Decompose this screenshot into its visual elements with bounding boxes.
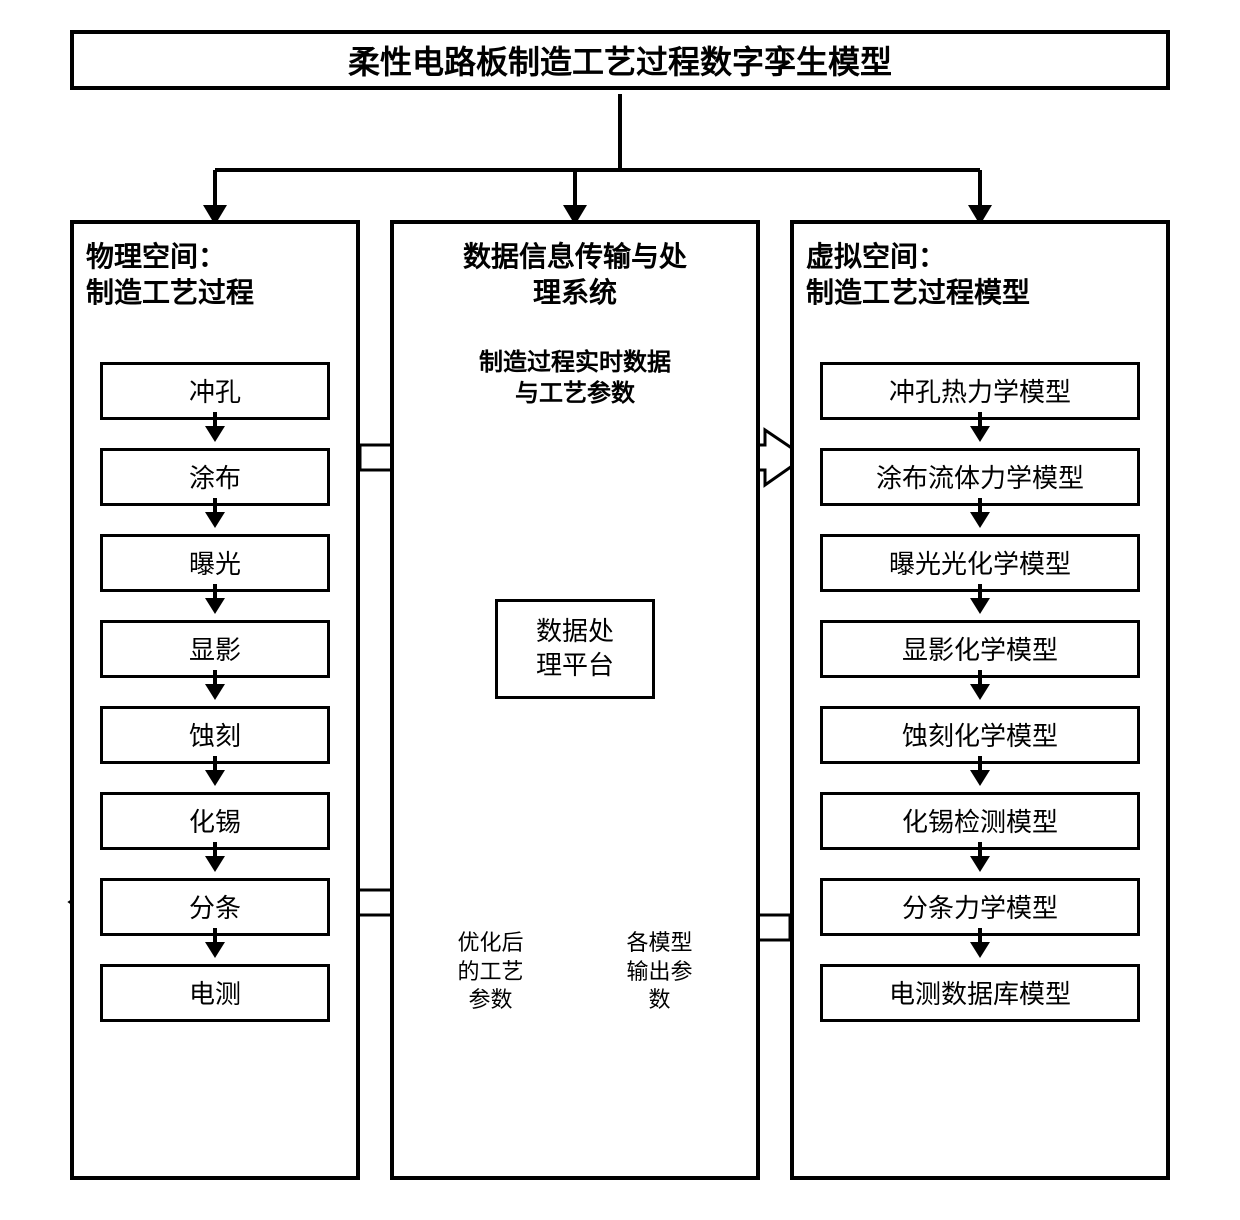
header-line: 虚拟空间： [806, 239, 1154, 275]
arrow-down-icon [205, 770, 225, 786]
right-items-flow: 冲孔热力学模型 涂布流体力学模型 曝光光化学模型 显影化学模型 蚀刻化学模型 化… [806, 362, 1154, 1022]
header-line: 理系统 [406, 275, 744, 311]
optimized-params-label: 优化后 的工艺 参数 [431, 929, 551, 1015]
arrow-down-icon [970, 684, 990, 700]
panel-data-system: 数据信息传输与处 理系统 制造过程实时数据 与工艺参数 数据处 理平台 优化后 … [390, 220, 760, 1180]
header-line: 制造工艺过程 [86, 275, 344, 311]
header-line: 制造工艺过程模型 [806, 275, 1154, 311]
header-line: 数据信息传输与处 [406, 239, 744, 275]
diagram-title: 柔性电路板制造工艺过程数字孪生模型 [70, 30, 1170, 90]
arrow-down-icon [970, 426, 990, 442]
arrow-down-icon [970, 770, 990, 786]
label-line: 制造过程实时数据 [406, 347, 744, 378]
panel-right-header: 虚拟空间： 制造工艺过程模型 [806, 239, 1154, 312]
label-line: 的工艺 [431, 958, 551, 987]
arrow-down-icon [970, 598, 990, 614]
arrow-down-icon [205, 684, 225, 700]
label-line: 理平台 [536, 649, 614, 683]
label-line: 各模型 [600, 929, 720, 958]
header-line: 物理空间： [86, 239, 344, 275]
model-output-label: 各模型 输出参 数 [600, 929, 720, 1015]
panel-physical-space: 物理空间： 制造工艺过程 冲孔 涂布 曝光 显影 蚀刻 化锡 分条 电测 [70, 220, 360, 1180]
arrow-down-icon [970, 512, 990, 528]
arrow-down-icon [970, 856, 990, 872]
arrow-down-icon [970, 942, 990, 958]
arrow-down-icon [205, 598, 225, 614]
diagram-root: 柔性电路板制造工艺过程数字孪生模型 物理空间： 制造工艺过程 [20, 20, 1220, 1200]
label-line: 参数 [431, 986, 551, 1015]
model-step: 电测数据库模型 [820, 964, 1140, 1022]
data-platform-box: 数据处 理平台 [495, 599, 655, 699]
label-line: 数据处 [536, 615, 614, 649]
mid-bottom-labels: 优化后 的工艺 参数 各模型 输出参 数 [406, 929, 744, 1015]
process-step: 电测 [100, 964, 330, 1022]
left-items-flow: 冲孔 涂布 曝光 显影 蚀刻 化锡 分条 电测 [86, 362, 344, 1022]
arrow-down-icon [205, 942, 225, 958]
arrow-down-icon [205, 856, 225, 872]
label-line: 数 [600, 986, 720, 1015]
arrow-down-icon [205, 512, 225, 528]
panel-virtual-space: 虚拟空间： 制造工艺过程模型 冲孔热力学模型 涂布流体力学模型 曝光光化学模型 … [790, 220, 1170, 1180]
label-line: 与工艺参数 [406, 378, 744, 409]
panel-left-header: 物理空间： 制造工艺过程 [86, 239, 344, 312]
mid-top-label: 制造过程实时数据 与工艺参数 [406, 347, 744, 409]
label-line: 输出参 [600, 958, 720, 987]
panel-mid-header: 数据信息传输与处 理系统 [406, 239, 744, 312]
arrow-down-icon [205, 426, 225, 442]
label-line: 优化后 [431, 929, 551, 958]
